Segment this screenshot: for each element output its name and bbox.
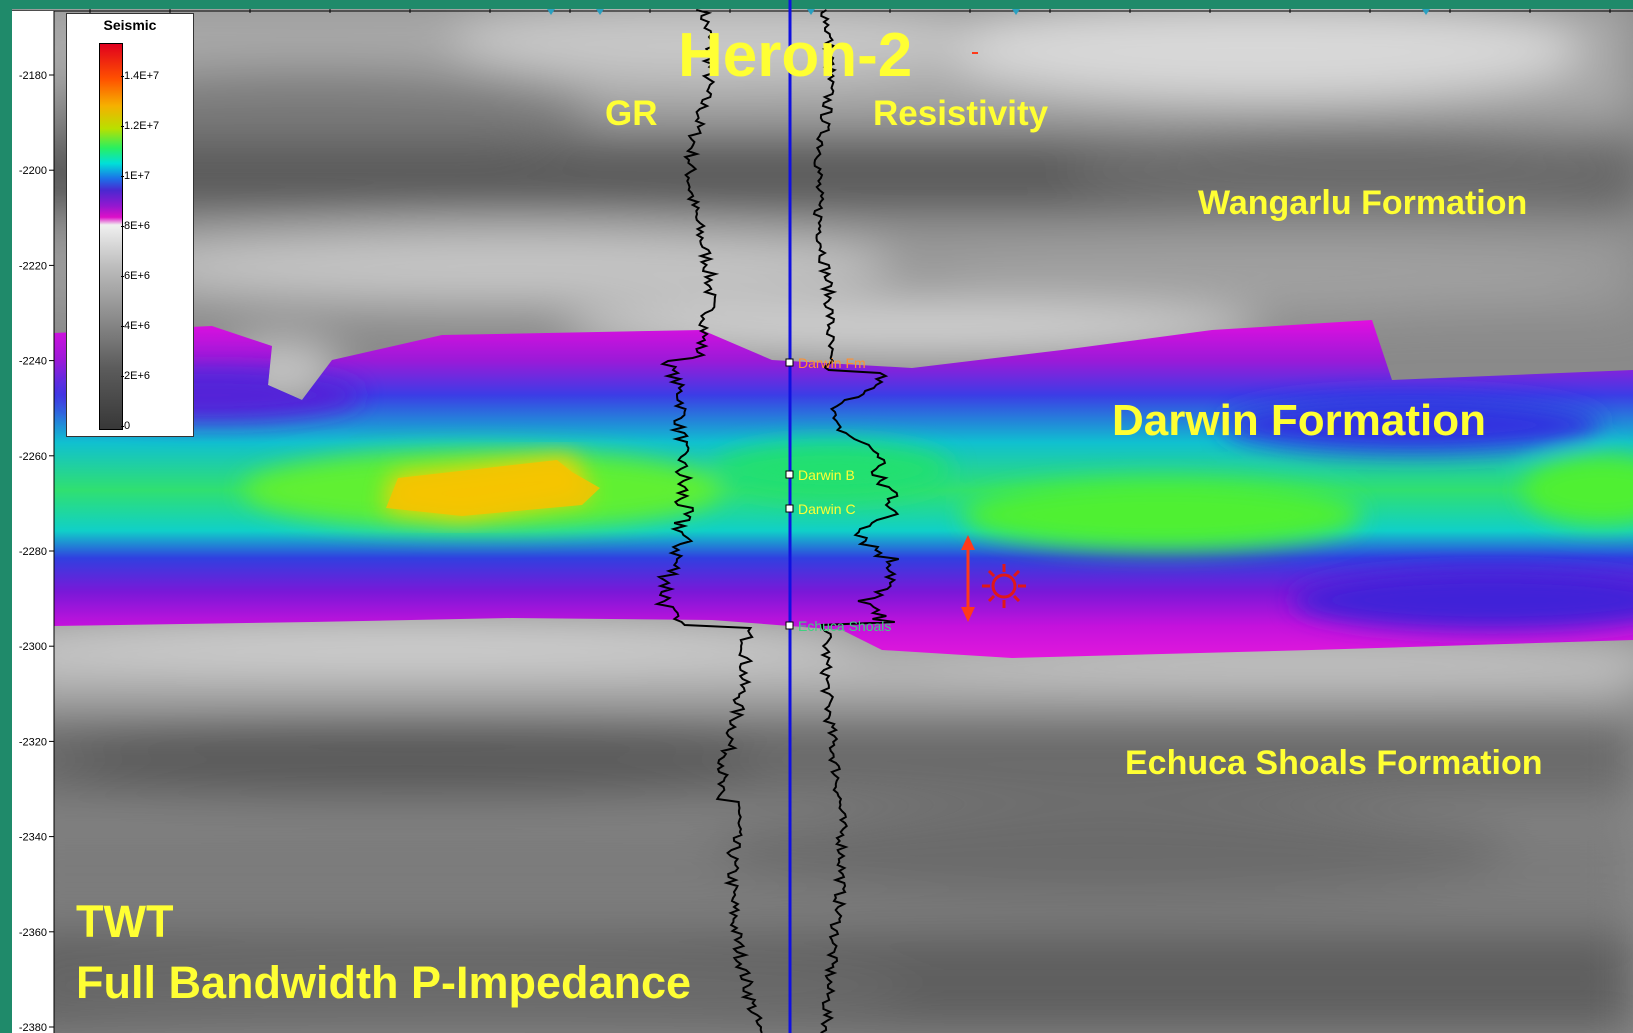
well-top-markers <box>547 9 1430 15</box>
depth-axis-label: -2300 <box>19 641 47 653</box>
attribute-label: Full Bandwidth P-Impedance <box>76 957 692 1008</box>
marker-echuca-shoals: Echuca Shoals <box>798 618 891 634</box>
depth-axis-strip <box>12 11 54 1033</box>
formation-markers: Darwin Fm Darwin B Darwin C Echuca Shoal… <box>785 355 891 634</box>
formation-label-echuca-shoals: Echuca Shoals Formation <box>1125 744 1543 782</box>
top-strip <box>12 0 1633 9</box>
legend-tick: 1.4E+7 <box>120 70 160 82</box>
depth-axis-label: -2260 <box>19 451 47 463</box>
marker-darwin-fm: Darwin Fm <box>798 355 866 371</box>
depth-axis-label: -2240 <box>19 356 47 368</box>
depth-axis-label: -2380 <box>19 1022 47 1033</box>
color-scale-bar <box>99 43 123 430</box>
resistivity-log-label: Resistivity <box>873 94 1049 133</box>
depth-axis-label: -2180 <box>19 70 47 82</box>
legend-tick: 1E+7 <box>121 170 150 182</box>
seismic-section-panel: -2180 -2200 -2220 -2240 -2260 -2280 -2300 -2320… <box>12 0 1633 1033</box>
legend-tick: 0 <box>120 420 131 432</box>
resistivity-log-curve <box>812 9 900 1033</box>
depth-axis-label: -2340 <box>19 832 47 844</box>
sun-target-icon <box>982 564 1026 608</box>
legend-title: Seismic <box>103 17 157 33</box>
formation-label-darwin: Darwin Formation <box>1112 396 1487 445</box>
depth-axis-label: -2280 <box>19 546 47 558</box>
depth-axis-labels: -2180 -2200 -2220 -2240 -2260 -2280 -2300 -2320… <box>19 70 47 1033</box>
marker-darwin-c: Darwin C <box>798 501 856 517</box>
depth-axis-label: -2360 <box>19 927 47 939</box>
legend-tick: 4E+6 <box>121 320 150 332</box>
depth-axis-ticks <box>49 74 54 1028</box>
double-arrow-icon <box>961 535 975 622</box>
color-scale-legend: Seismic 1.4E+7 1.2E+7 1E+7 8E+6 6E+6 4E+… <box>66 13 194 437</box>
well-title: Heron-2 <box>678 21 913 90</box>
depth-axis-label: -2200 <box>19 165 47 177</box>
top-ruler-ticks <box>89 9 1611 13</box>
seismic-section: -2180 -2200 -2220 -2240 -2260 -2280 -2300 -2320… <box>12 0 1633 1033</box>
depth-axis-label: -2320 <box>19 736 47 748</box>
annotation-dash <box>972 52 978 54</box>
gr-log-label: GR <box>605 94 658 133</box>
domain-label: TWT <box>76 896 174 947</box>
legend-tick: 6E+6 <box>121 270 150 282</box>
marker-darwin-b: Darwin B <box>798 467 855 483</box>
gr-log-curve <box>653 9 763 1033</box>
legend-tick: 2E+6 <box>121 370 150 382</box>
legend-tick: 1.2E+7 <box>120 120 160 132</box>
formation-label-wangarlu: Wangarlu Formation <box>1198 184 1528 222</box>
legend-tick: 8E+6 <box>121 220 150 232</box>
depth-axis-label: -2220 <box>19 260 47 272</box>
